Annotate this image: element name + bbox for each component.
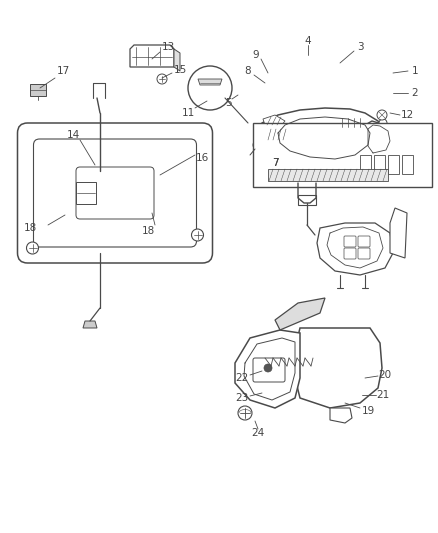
Text: 11: 11 bbox=[181, 108, 194, 118]
FancyBboxPatch shape bbox=[344, 236, 356, 247]
FancyBboxPatch shape bbox=[18, 123, 212, 263]
Circle shape bbox=[264, 364, 272, 372]
Text: 24: 24 bbox=[251, 428, 265, 438]
Circle shape bbox=[253, 140, 263, 150]
Polygon shape bbox=[265, 127, 292, 145]
FancyBboxPatch shape bbox=[33, 139, 197, 247]
Bar bbox=[298, 195, 316, 205]
Text: 7: 7 bbox=[272, 158, 278, 168]
Polygon shape bbox=[275, 298, 325, 330]
FancyBboxPatch shape bbox=[76, 182, 96, 204]
FancyBboxPatch shape bbox=[358, 236, 370, 247]
Polygon shape bbox=[317, 223, 393, 275]
FancyBboxPatch shape bbox=[76, 167, 154, 219]
Text: 8: 8 bbox=[245, 66, 251, 76]
FancyBboxPatch shape bbox=[296, 148, 314, 164]
Text: 1: 1 bbox=[412, 66, 418, 76]
FancyBboxPatch shape bbox=[339, 130, 358, 146]
FancyBboxPatch shape bbox=[358, 248, 370, 259]
Text: 16: 16 bbox=[195, 153, 208, 163]
Text: 9: 9 bbox=[253, 50, 259, 60]
Text: 4: 4 bbox=[305, 36, 311, 46]
Polygon shape bbox=[30, 84, 46, 96]
FancyBboxPatch shape bbox=[318, 130, 336, 146]
FancyBboxPatch shape bbox=[388, 155, 399, 174]
FancyBboxPatch shape bbox=[296, 130, 314, 146]
Text: 21: 21 bbox=[376, 390, 390, 400]
Circle shape bbox=[188, 66, 232, 110]
Polygon shape bbox=[235, 330, 300, 408]
Circle shape bbox=[191, 229, 204, 241]
Text: 19: 19 bbox=[361, 406, 374, 416]
Text: 14: 14 bbox=[67, 130, 80, 140]
Circle shape bbox=[27, 242, 39, 254]
Text: 18: 18 bbox=[141, 226, 155, 236]
Text: 20: 20 bbox=[378, 370, 392, 380]
Polygon shape bbox=[198, 79, 222, 85]
Text: 18: 18 bbox=[23, 223, 37, 233]
FancyBboxPatch shape bbox=[253, 123, 432, 187]
Text: 22: 22 bbox=[235, 373, 249, 383]
Text: 2: 2 bbox=[412, 88, 418, 98]
Text: 3: 3 bbox=[357, 42, 363, 52]
Circle shape bbox=[377, 110, 387, 120]
Text: 5: 5 bbox=[225, 98, 231, 108]
Text: 7: 7 bbox=[272, 158, 278, 168]
Text: 13: 13 bbox=[161, 42, 175, 52]
Polygon shape bbox=[174, 49, 180, 71]
FancyBboxPatch shape bbox=[402, 155, 413, 174]
Polygon shape bbox=[263, 115, 285, 131]
Circle shape bbox=[238, 406, 252, 420]
FancyBboxPatch shape bbox=[253, 358, 285, 382]
Polygon shape bbox=[390, 208, 407, 258]
Text: 12: 12 bbox=[400, 110, 413, 120]
Text: 23: 23 bbox=[235, 393, 249, 403]
Text: 15: 15 bbox=[173, 65, 187, 75]
Polygon shape bbox=[365, 121, 395, 158]
Polygon shape bbox=[258, 108, 388, 181]
Circle shape bbox=[379, 119, 387, 127]
FancyBboxPatch shape bbox=[374, 155, 385, 174]
Circle shape bbox=[157, 74, 167, 84]
FancyBboxPatch shape bbox=[360, 155, 371, 174]
Text: 17: 17 bbox=[57, 66, 70, 76]
FancyBboxPatch shape bbox=[344, 248, 356, 259]
Polygon shape bbox=[295, 328, 382, 408]
Polygon shape bbox=[130, 45, 174, 67]
Polygon shape bbox=[83, 321, 97, 328]
FancyBboxPatch shape bbox=[318, 148, 336, 164]
Polygon shape bbox=[330, 408, 352, 423]
FancyBboxPatch shape bbox=[268, 169, 388, 181]
FancyBboxPatch shape bbox=[339, 148, 358, 164]
